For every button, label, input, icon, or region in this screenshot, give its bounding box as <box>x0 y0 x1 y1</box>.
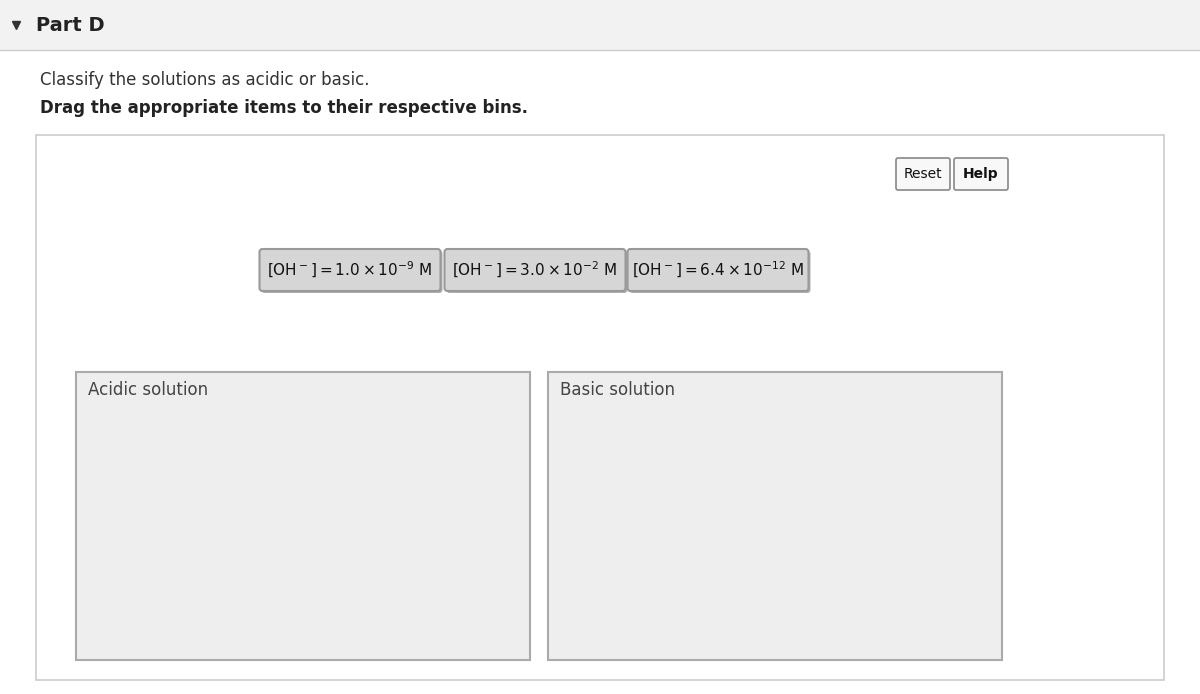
Text: Reset: Reset <box>904 167 942 181</box>
Text: Classify the solutions as acidic or basic.: Classify the solutions as acidic or basi… <box>40 71 370 89</box>
Text: Acidic solution: Acidic solution <box>88 381 208 399</box>
FancyBboxPatch shape <box>262 251 443 293</box>
FancyBboxPatch shape <box>954 158 1008 190</box>
FancyBboxPatch shape <box>444 249 625 291</box>
FancyBboxPatch shape <box>259 249 440 291</box>
Text: $[\mathrm{OH}^-] = 6.4 \times 10^{-12}\ \mathrm{M}$: $[\mathrm{OH}^-] = 6.4 \times 10^{-12}\ … <box>632 260 804 280</box>
FancyBboxPatch shape <box>36 135 1164 680</box>
FancyBboxPatch shape <box>896 158 950 190</box>
Text: Basic solution: Basic solution <box>560 381 674 399</box>
FancyBboxPatch shape <box>76 372 530 660</box>
FancyBboxPatch shape <box>548 372 1002 660</box>
FancyBboxPatch shape <box>630 251 810 293</box>
FancyBboxPatch shape <box>0 0 1200 50</box>
FancyBboxPatch shape <box>446 251 628 293</box>
Text: Help: Help <box>964 167 998 181</box>
FancyBboxPatch shape <box>628 249 809 291</box>
Text: Drag the appropriate items to their respective bins.: Drag the appropriate items to their resp… <box>40 99 528 117</box>
Text: $[\mathrm{OH}^-] = 1.0 \times 10^{-9}\ \mathrm{M}$: $[\mathrm{OH}^-] = 1.0 \times 10^{-9}\ \… <box>268 260 432 280</box>
Text: Part D: Part D <box>36 15 104 35</box>
Text: $[\mathrm{OH}^-] = 3.0 \times 10^{-2}\ \mathrm{M}$: $[\mathrm{OH}^-] = 3.0 \times 10^{-2}\ \… <box>452 260 618 280</box>
